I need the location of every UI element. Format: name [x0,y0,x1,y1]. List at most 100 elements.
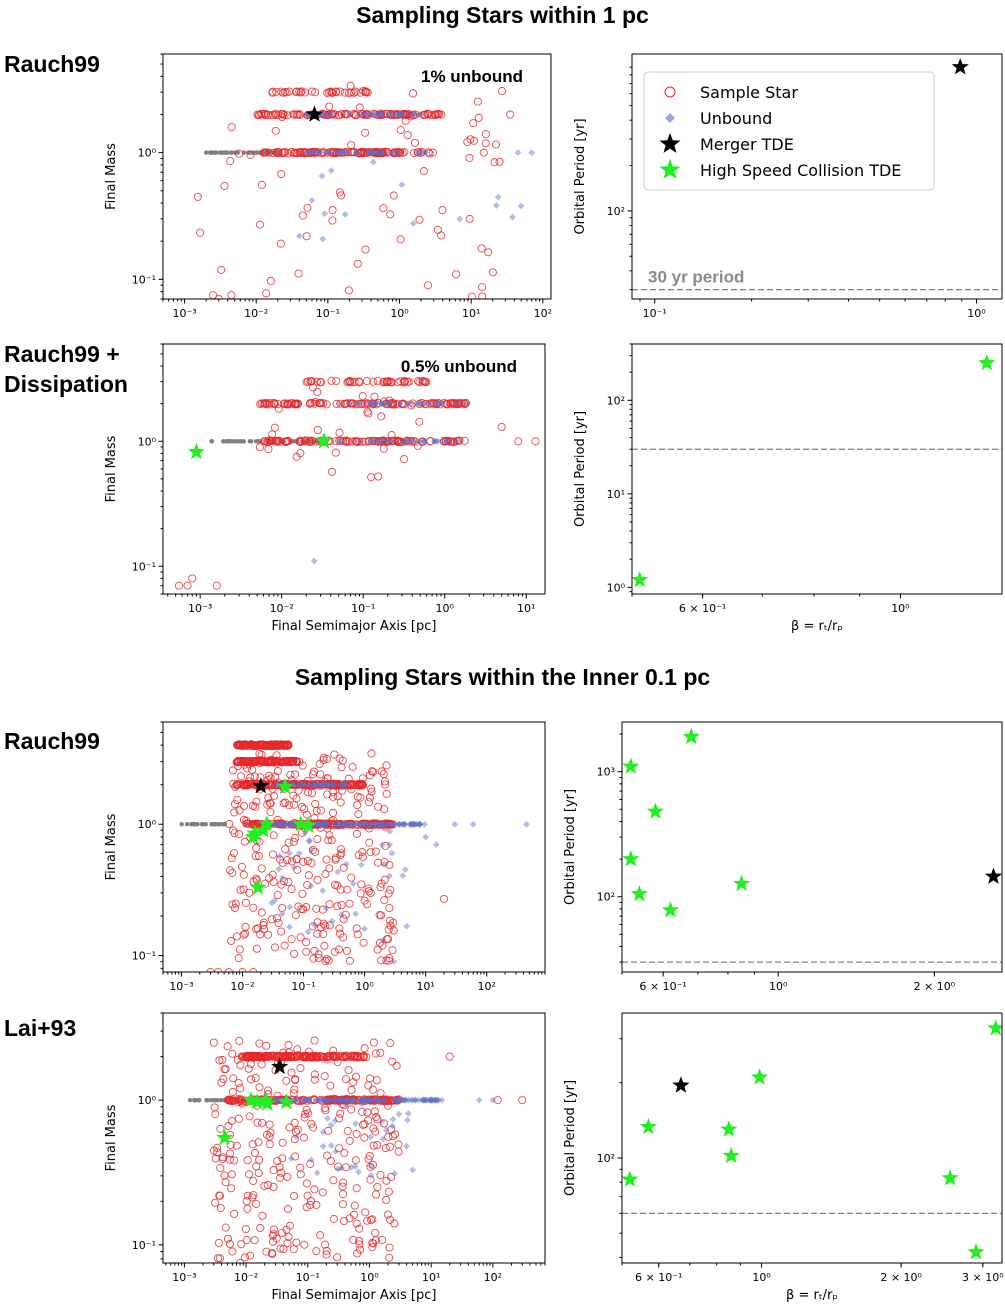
sample-point [283,856,292,865]
sample-point [329,1214,338,1223]
sample-point [215,1191,224,1200]
sample-point [454,398,463,408]
unbound-point [386,400,393,408]
sample-point [218,1154,227,1163]
sample-point [257,908,266,917]
sample-point [360,1044,369,1053]
sample-point [371,1228,380,1238]
sample-point [243,781,252,790]
sample-point [264,930,273,939]
sample-point [355,1240,364,1249]
sample-point [336,1109,345,1118]
sample-point [341,1163,351,1172]
sample-point [268,87,277,96]
sample-point [335,1144,344,1153]
sample-point [292,1238,301,1247]
unbound-point [362,820,370,828]
unbound-point [372,149,380,157]
unbound-point [320,820,328,828]
sample-point [403,377,412,386]
sample-point [302,1179,311,1188]
sample-point [294,269,303,278]
sample-point [323,1055,332,1064]
sample-point [289,791,298,800]
unbound-points [268,781,531,965]
sample-point [303,203,312,212]
unbound-point [414,400,422,408]
sample-point [255,443,264,452]
sample-point [397,437,406,447]
unbound-point [398,820,405,828]
sample-point [307,858,316,868]
sample-point [263,741,272,750]
sample-point [365,147,374,157]
sample-point [371,819,381,828]
sample-point [316,806,325,815]
sample-point [351,1072,361,1081]
sample-point [377,148,386,157]
sample-point [450,399,459,408]
unbound-point [316,820,323,828]
sample-point [334,1162,343,1171]
sample-point [299,1133,308,1142]
sample-point [313,387,322,397]
sample-point [367,787,376,796]
sample-point [244,777,253,786]
sample-point [479,148,488,157]
sample-point [229,779,238,788]
sample-point [337,110,346,119]
unbound-point [287,1154,295,1162]
unbound-point [302,111,310,118]
sample-point [367,749,376,758]
sample-point [387,399,396,408]
sample-point [330,750,339,759]
legend-label: Unbound [700,109,772,128]
sample-point [401,116,410,125]
gray-point [247,439,252,444]
plot-frame [621,721,1003,973]
sample-point [313,147,322,157]
sample-point [373,945,382,954]
sample-point [392,1061,401,1070]
unbound-point [371,820,379,828]
legend-box [643,71,935,191]
sample-point [237,1099,247,1108]
unbound-point [366,149,374,157]
sample-point [340,88,349,97]
sample-point [272,756,281,765]
sample-point [379,1096,388,1105]
sample-point [424,281,433,290]
sample-point [229,1074,238,1083]
sample-point [244,741,253,750]
sample-point [344,1066,353,1075]
sample-point [441,437,451,446]
sample-point [217,265,226,274]
sample-point [438,206,447,215]
sample-point [254,851,263,861]
sample-point [313,875,322,884]
unbound-point [324,111,332,118]
y-tick-label: 10² [607,205,625,218]
sample-point [265,799,274,808]
sample-point [310,1185,319,1194]
unbound-point [417,111,424,118]
gray-point [220,150,226,155]
unbound-point [342,860,350,868]
sample-point [369,436,378,445]
sample-point [264,445,273,454]
sample-point [374,472,383,481]
sample-point [326,87,335,96]
unbound-point [388,111,396,118]
unbound-point [385,400,392,408]
sample-point [332,437,341,446]
unbound-point [384,437,391,445]
sample-point [324,836,333,845]
unbound-point [338,149,346,157]
unbound-point [378,820,385,828]
sample-point [349,1235,358,1244]
sample-point [432,400,441,409]
unbound-point [421,437,428,445]
unbound-point [357,400,365,408]
sample-point [381,780,390,789]
sample-point [358,392,367,401]
